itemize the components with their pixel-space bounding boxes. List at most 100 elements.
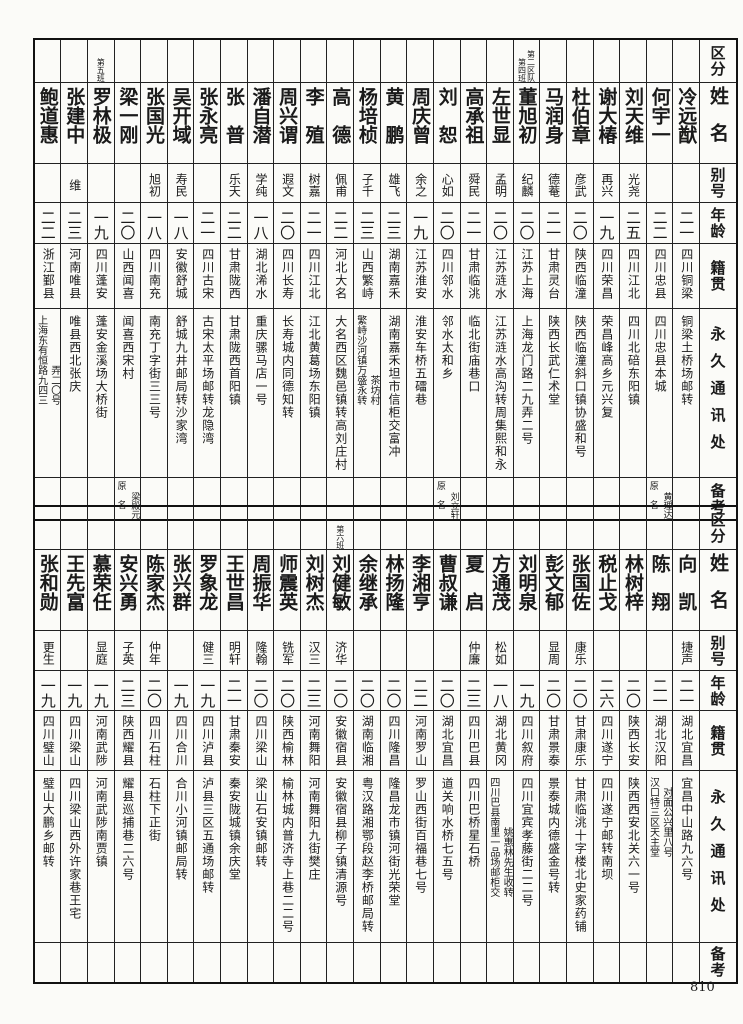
- name-text: 陈家杰: [143, 554, 166, 611]
- cell-age: 二〇: [273, 670, 301, 711]
- cell-section: [166, 38, 195, 83]
- cell-content: 德菴: [541, 169, 566, 197]
- cell-alias: 健三: [193, 630, 222, 671]
- cell-native: 四川江北: [619, 243, 647, 309]
- name-text: 张永亮: [196, 87, 219, 144]
- cell-section: [246, 505, 275, 550]
- cell-content: 周兴谓: [275, 84, 300, 144]
- cell-age: 二〇: [512, 202, 541, 244]
- alias-text: 彦武: [573, 173, 588, 197]
- header-label: 别号: [708, 167, 727, 199]
- cell-address: 大名西区魏邑镇转高刘庄村: [326, 308, 355, 478]
- cell-age: 二一: [672, 202, 700, 244]
- cell-alias: 松如: [486, 630, 514, 671]
- cell-alias: [33, 163, 62, 203]
- native-text: 四川璧山: [41, 715, 56, 767]
- cell-alias: 子千: [353, 163, 381, 203]
- alias-text: 旭初: [147, 173, 162, 197]
- cell-content: [514, 507, 539, 511]
- address-line: 对面公兴里八号: [660, 787, 672, 857]
- cell-note: [326, 942, 355, 983]
- name-text: 王世昌: [222, 554, 245, 611]
- cell-age: 二二: [406, 670, 434, 711]
- address-line: 舒城九井邮局转沙家湾: [174, 315, 189, 445]
- cell-content: 彦武: [567, 169, 592, 197]
- cell-content: 甘肃陇西: [222, 245, 247, 300]
- cell-section: [459, 505, 488, 550]
- cell-native: 甘肃康乐: [565, 710, 594, 771]
- name-text: 张兴群: [169, 554, 192, 611]
- age-text: 二一: [198, 210, 217, 240]
- cell-alias: 旭初: [140, 163, 168, 203]
- address-line: 繁峙沙河镇万盛永转: [354, 315, 366, 405]
- cell-native: 安徽舒城: [166, 243, 195, 309]
- age-text: 二三: [357, 210, 376, 240]
- alias-text: 更生: [41, 640, 56, 665]
- native-text: 四川巴县: [466, 715, 481, 767]
- cell-content: [461, 40, 486, 44]
- age-text: 一八: [490, 677, 509, 708]
- alias-text: 康乐: [573, 640, 588, 665]
- cell-native: 四川长寿: [273, 243, 301, 309]
- cell-note: [353, 942, 381, 983]
- name-text: 张国光: [143, 87, 166, 144]
- address-lines: 临北街庙巷口: [461, 310, 486, 393]
- age-text: 一八: [251, 210, 270, 240]
- cell-content: [408, 649, 433, 653]
- cell-age: 一八: [486, 670, 514, 711]
- cell-content: 二一: [222, 674, 247, 708]
- age-text: 二〇: [357, 677, 376, 708]
- cell-address: 蓬安金溪场大桥街: [86, 308, 115, 478]
- address-lines: 陕西临潼斜口镇协盛和号: [567, 310, 592, 458]
- cell-address: 四川北碚东阳镇: [619, 308, 647, 478]
- cell-content: 捷声: [674, 637, 699, 665]
- address-line: 闻喜西宋村: [120, 315, 135, 380]
- address-lines: 陕西西安北关六一号: [621, 772, 646, 894]
- cell-age: 一八: [246, 202, 275, 244]
- name-text: 周庆曾: [409, 87, 432, 144]
- age-text: 二〇: [517, 210, 536, 240]
- address-lines: 江北黄葛场东阳镇: [301, 310, 326, 419]
- address-lines: 景泰城内德盛金号转: [541, 772, 566, 894]
- cell-section: [113, 38, 142, 83]
- cell-alias: [672, 163, 700, 203]
- address-line: 隆昌龙市镇河街光荣堂: [387, 777, 401, 907]
- address-line: 四川巴县南里一品场邮柜交: [487, 777, 499, 897]
- cell-alias: 子英: [113, 630, 142, 671]
- cell-address: 安徽宿县柳子镇清源号: [326, 770, 355, 943]
- cell-content: 李殖: [301, 84, 326, 163]
- cell-name: 左世显: [486, 82, 514, 164]
- cell-note: [565, 942, 594, 983]
- cell-native: 安徽宿县: [326, 710, 355, 771]
- address-lines: 四川梁山西外许家巷王宅: [62, 772, 87, 920]
- cell-age: 二〇: [113, 202, 142, 244]
- name-text: 张国佐: [568, 554, 591, 611]
- cell-note: [379, 942, 408, 983]
- cell-name: 夏启: [459, 549, 488, 631]
- cell-content: 刘明泉: [514, 551, 539, 611]
- address-line: 璧山大鹏乡邮转: [41, 777, 56, 868]
- cell-content: 仲年: [142, 637, 167, 665]
- cell-content: 光尧: [621, 169, 646, 197]
- cell-alias: 捷声: [672, 630, 700, 671]
- cell-content: [488, 507, 513, 511]
- name-text: 刘健敏: [329, 554, 352, 611]
- cell-content: 纪麟: [514, 169, 539, 197]
- cell-content: 第五班: [88, 40, 113, 82]
- row-address: 永久通讯处 铜梁土桥场邮转 四川忠县本城 四川北碚东阳镇 荣昌峰高乡元兴复 陕西临潼斜口镇…: [33, 308, 738, 478]
- cell-content: 师震英: [275, 551, 300, 611]
- cell-content: [381, 507, 406, 511]
- age-text: 二三: [65, 210, 84, 240]
- cell-address: 河南武陟南贾镇: [86, 770, 115, 943]
- cell-content: 四川忠县: [647, 245, 672, 300]
- cell-alias: 彦武: [565, 163, 594, 203]
- cell-age: 二〇: [273, 202, 301, 244]
- age-text: 二〇: [331, 677, 350, 708]
- cell-section: [486, 38, 514, 83]
- cell-section: [33, 505, 62, 550]
- native-text: 湖北黄冈: [493, 715, 508, 767]
- cell-content: [514, 649, 539, 653]
- cell-native: 四川梁山: [60, 710, 88, 771]
- cell-content: 四川遂宁: [594, 712, 619, 767]
- cell-native: 四川遂宁: [592, 710, 621, 771]
